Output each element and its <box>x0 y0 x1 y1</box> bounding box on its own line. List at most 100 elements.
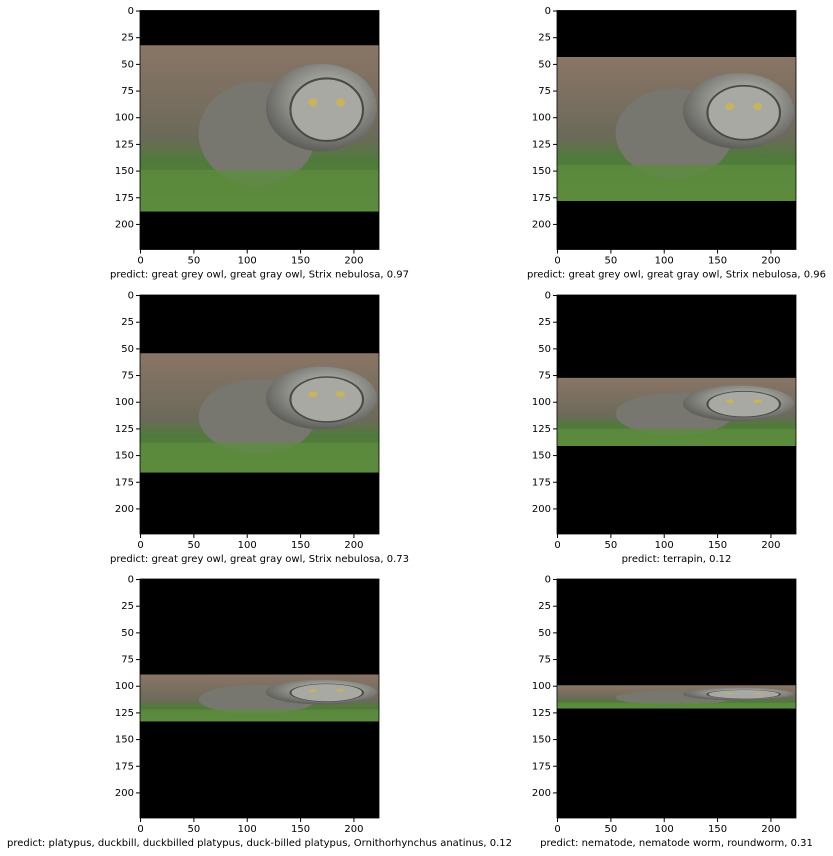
x-tick-label: 150 <box>291 256 310 267</box>
x-tick-label: 200 <box>761 824 780 835</box>
x-tick-label: 50 <box>605 256 618 267</box>
y-tick-label: 100 <box>532 681 551 692</box>
y-tick-label: 150 <box>115 166 134 177</box>
owl-eye <box>308 689 318 692</box>
grass <box>140 442 379 473</box>
grass <box>557 702 796 709</box>
image <box>140 353 379 473</box>
y-tick-label: 50 <box>538 59 551 70</box>
grass <box>557 164 796 201</box>
y-tick-label: 75 <box>538 655 551 666</box>
y-tick-label: 25 <box>538 33 551 44</box>
x-tick-label: 50 <box>188 540 201 551</box>
owl-face <box>289 376 365 423</box>
y-tick-label: 75 <box>538 86 551 97</box>
x-tick-label: 0 <box>554 540 560 551</box>
owl-eye <box>336 98 345 107</box>
x-tick-label: 150 <box>708 256 727 267</box>
y-tick-label: 100 <box>115 113 134 124</box>
owl-face <box>706 390 782 418</box>
x-tick-label: 200 <box>344 824 363 835</box>
y-tick-label: 0 <box>128 575 134 586</box>
y-tick-label: 50 <box>121 628 134 639</box>
image <box>140 674 379 722</box>
owl-face <box>706 689 782 699</box>
grass <box>557 428 796 446</box>
axes-frame <box>556 10 797 250</box>
x-tick-label: 100 <box>238 256 257 267</box>
y-tick-label: 25 <box>538 601 551 612</box>
x-tick-label: 150 <box>708 824 727 835</box>
y-tick-label: 125 <box>115 139 134 150</box>
y-tick-label: 175 <box>115 477 134 488</box>
grass <box>140 170 379 212</box>
y-tick-label: 25 <box>121 33 134 44</box>
x-axis-label: predict: platypus, duckbill, duckbilled … <box>7 838 512 849</box>
y-tick-label: 200 <box>115 219 134 230</box>
x-tick-label: 0 <box>554 256 560 267</box>
axes-frame <box>139 578 380 819</box>
y-tick-label: 75 <box>121 655 134 666</box>
y-tick-label: 50 <box>121 59 134 70</box>
y-tick-label: 100 <box>115 681 134 692</box>
x-axis-label: predict: terrapin, 0.12 <box>622 554 732 565</box>
y-tick-label: 200 <box>532 504 551 515</box>
y-tick-label: 25 <box>121 317 134 328</box>
y-tick-label: 75 <box>538 371 551 382</box>
y-tick-label: 200 <box>532 788 551 799</box>
y-tick-label: 125 <box>532 139 551 150</box>
y-tick-label: 200 <box>115 788 134 799</box>
y-tick-label: 50 <box>121 344 134 355</box>
x-axis-label: predict: nematode, nematode worm, roundw… <box>540 838 813 849</box>
y-tick-label: 125 <box>115 424 134 435</box>
x-tick-label: 100 <box>655 256 674 267</box>
y-tick-label: 125 <box>532 708 551 719</box>
owl-eye <box>725 399 735 403</box>
y-tick-label: 125 <box>532 424 551 435</box>
y-tick-label: 175 <box>115 761 134 772</box>
axes-frame <box>556 294 797 535</box>
x-tick-label: 50 <box>605 540 618 551</box>
x-tick-label: 50 <box>188 824 201 835</box>
owl-face <box>289 683 365 702</box>
y-tick-label: 150 <box>115 451 134 462</box>
y-tick-label: 175 <box>532 477 551 488</box>
y-tick-label: 100 <box>532 397 551 408</box>
owl-eye <box>753 102 762 111</box>
x-tick-label: 0 <box>137 256 143 267</box>
image <box>557 56 796 201</box>
x-tick-label: 200 <box>761 540 780 551</box>
x-tick-label: 200 <box>761 256 780 267</box>
y-tick-label: 200 <box>115 504 134 515</box>
owl-eye <box>336 391 345 398</box>
x-tick-label: 100 <box>238 540 257 551</box>
y-tick-label: 0 <box>128 291 134 302</box>
x-tick-label: 200 <box>344 540 363 551</box>
y-tick-label: 0 <box>545 291 551 302</box>
y-tick-label: 150 <box>115 735 134 746</box>
x-axis-label: predict: great grey owl, great gray owl,… <box>110 554 409 565</box>
y-tick-label: 0 <box>128 6 134 17</box>
x-tick-label: 200 <box>344 256 363 267</box>
x-tick-label: 0 <box>137 824 143 835</box>
owl-eye <box>725 102 735 111</box>
x-tick-label: 0 <box>137 540 143 551</box>
owl-eye <box>753 692 762 694</box>
y-tick-label: 100 <box>532 113 551 124</box>
y-tick-label: 50 <box>538 628 551 639</box>
axes-frame <box>556 578 797 819</box>
owl-eye <box>753 399 762 403</box>
x-tick-label: 150 <box>708 540 727 551</box>
owl-face <box>289 77 365 142</box>
axes-frame <box>139 294 380 535</box>
y-tick-label: 50 <box>538 344 551 355</box>
image <box>557 685 796 709</box>
y-tick-label: 100 <box>115 397 134 408</box>
y-tick-label: 150 <box>532 735 551 746</box>
y-tick-label: 75 <box>121 86 134 97</box>
axes-frame <box>139 10 380 250</box>
x-axis-label: predict: great grey owl, great gray owl,… <box>527 270 826 281</box>
y-tick-label: 0 <box>545 6 551 17</box>
x-tick-label: 100 <box>655 540 674 551</box>
